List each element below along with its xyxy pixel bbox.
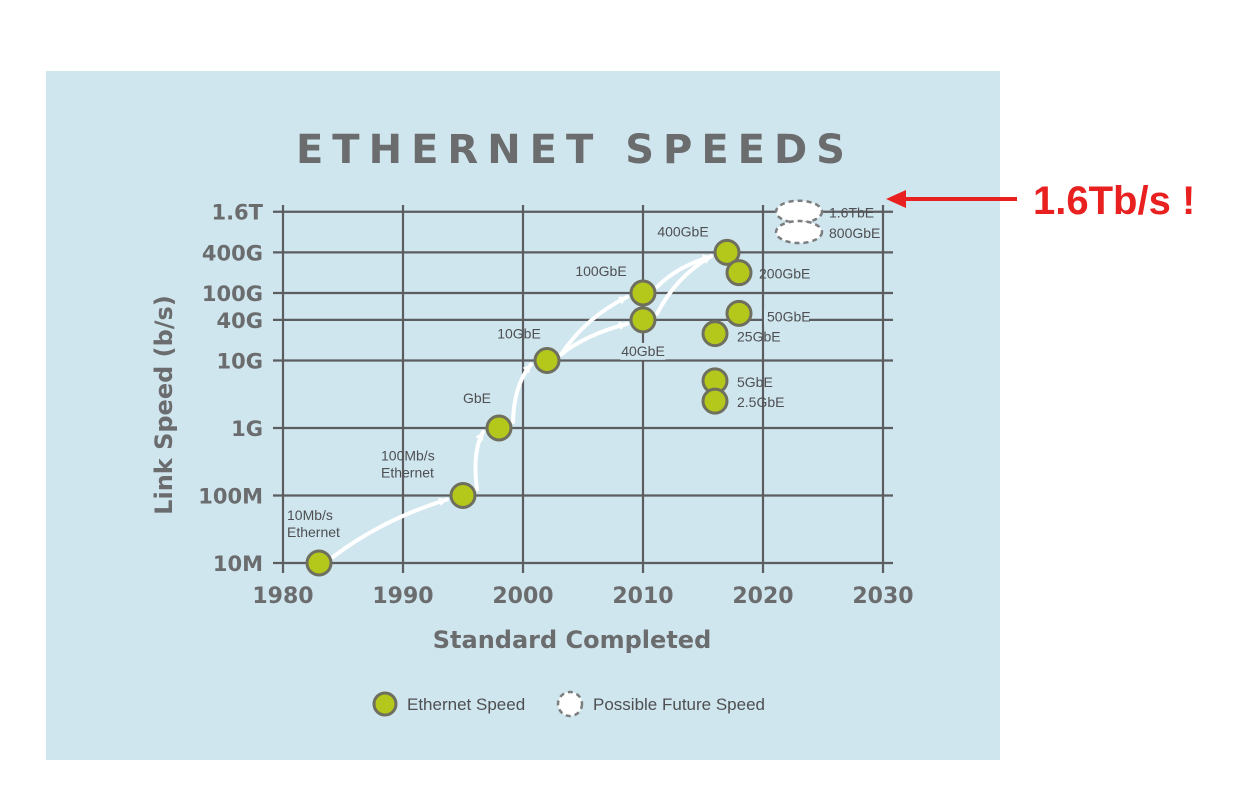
point-label: 100Mb/s — [381, 448, 435, 464]
point-label: 200GbE — [759, 266, 810, 282]
point-labels: 10Mb/sEthernet100Mb/sEthernetGbE10GbE100… — [287, 205, 880, 540]
data-point — [629, 306, 657, 334]
data-point — [533, 347, 561, 374]
y-tick-label: 10M — [213, 552, 263, 576]
x-tick-label: 2000 — [492, 584, 553, 609]
progression-arrowhead — [438, 497, 447, 506]
progression-arrow — [559, 295, 629, 357]
point-label: 10GbE — [497, 326, 541, 342]
legend-future-speed: Possible Future Speed — [593, 695, 765, 714]
progression-arrows — [331, 254, 713, 559]
future-data-point — [774, 199, 824, 224]
progression-arrow — [655, 254, 713, 316]
y-tick-label: 40G — [217, 309, 263, 333]
data-point — [725, 299, 753, 327]
data-point — [713, 238, 741, 266]
point-label: 5GbE — [737, 374, 773, 390]
point-label: Ethernet — [287, 524, 340, 540]
data-point — [701, 387, 729, 415]
y-tick-label: 400G — [202, 241, 263, 265]
progression-arrowhead — [522, 364, 531, 374]
progression-arrow — [331, 497, 449, 559]
point-label-background — [620, 342, 666, 360]
callout-arrowhead — [886, 190, 906, 208]
point-label: 2.5GbE — [737, 394, 784, 410]
point-label: 50GbE — [767, 308, 811, 324]
y-tick-label: 10G — [217, 350, 263, 374]
legend-ethernet-speed: Ethernet Speed — [407, 695, 525, 714]
data-point — [701, 320, 729, 348]
x-tick-label: 2010 — [612, 584, 673, 609]
y-tick-label: 1G — [231, 417, 263, 441]
point-label: GbE — [463, 390, 491, 406]
data-point — [725, 259, 753, 287]
progression-arrow — [473, 430, 485, 492]
grid — [273, 205, 893, 573]
data-point — [449, 482, 477, 509]
data-point — [305, 549, 333, 577]
data-point — [629, 279, 657, 307]
point-label: 100GbE — [575, 263, 626, 279]
chart-title: ETHERNET SPEEDS — [296, 127, 854, 173]
y-axis-ticks: 10M 100M 1G 10G 40G 100G 400G 1.6T — [198, 201, 263, 576]
y-tick-label: 1.6T — [211, 201, 263, 225]
callout: 1.6Tb/s ! — [886, 179, 1195, 223]
point-label: 400GbE — [657, 223, 708, 239]
x-tick-label: 2020 — [732, 584, 793, 609]
legend-solid-marker — [372, 691, 398, 717]
x-tick-label: 2030 — [852, 584, 913, 609]
progression-arrowhead — [618, 321, 627, 331]
x-tick-label: 1990 — [372, 584, 433, 609]
y-axis-title: Link Speed (b/s) — [150, 295, 178, 515]
legend-dashed-marker — [556, 690, 584, 718]
progression-arrowhead — [618, 296, 627, 305]
callout-text: 1.6Tb/s ! — [1033, 179, 1195, 223]
point-label: 1.6TbE — [829, 205, 874, 221]
x-axis-ticks: 1980 1990 2000 2010 2020 2030 — [252, 584, 913, 609]
point-label: 800GbE — [829, 225, 880, 241]
y-tick-label: 100G — [202, 282, 263, 306]
point-label-background — [764, 308, 809, 326]
y-tick-label: 100M — [198, 485, 263, 509]
future-data-point — [774, 219, 824, 245]
x-tick-label: 1980 — [252, 584, 313, 609]
progression-arrowhead — [702, 256, 711, 265]
data-point — [485, 414, 513, 442]
point-label: 40GbE — [621, 343, 665, 359]
x-axis-title: Standard Completed — [433, 626, 712, 654]
legend: Ethernet Speed Possible Future Speed — [372, 690, 765, 718]
point-label: 10Mb/s — [287, 507, 333, 523]
progression-arrowhead — [475, 432, 483, 441]
point-label: Ethernet — [381, 465, 434, 481]
point-label: 25GbE — [737, 329, 781, 345]
data-points — [305, 199, 824, 577]
